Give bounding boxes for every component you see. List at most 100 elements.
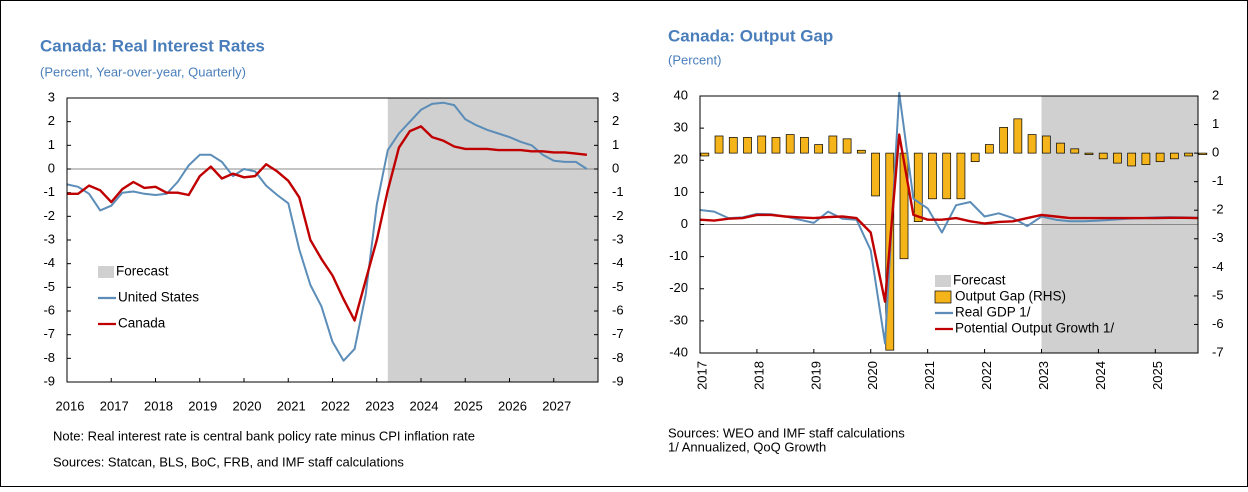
plot-frame xyxy=(66,97,599,383)
bar xyxy=(1184,152,1193,157)
bar xyxy=(757,135,767,154)
y2-tick-label: 3 xyxy=(612,89,619,104)
y2-tick-label: -7 xyxy=(1212,344,1224,359)
x-tick-label: 2023 xyxy=(365,398,394,413)
y2-tick-label: 2 xyxy=(612,113,619,128)
y-tick-label: -3 xyxy=(43,231,55,246)
y-tick-label: -7 xyxy=(43,326,55,341)
x-tick-label: 2025 xyxy=(454,398,483,413)
x-tick-label: 2020 xyxy=(865,361,880,390)
x-tick-label: 2018 xyxy=(144,398,173,413)
legend-label: Forecast xyxy=(953,273,1006,288)
y2-tick-label: -1 xyxy=(1212,173,1224,188)
bar xyxy=(728,137,738,154)
y-tick-label: 2 xyxy=(48,113,55,128)
chart-title: Canada: Real Interest Rates xyxy=(40,36,265,55)
chart-title: Canada: Output Gap xyxy=(668,26,833,45)
y2-tick-label: -7 xyxy=(612,326,624,341)
y-tick-label: -30 xyxy=(669,312,688,327)
y2-tick-label: -4 xyxy=(1212,259,1224,274)
legend-swatch xyxy=(935,275,951,287)
bar xyxy=(700,152,710,157)
bar xyxy=(1098,152,1108,160)
bar xyxy=(743,137,752,154)
note: Sources: WEO and IMF staff calculations xyxy=(668,425,905,440)
note: Sources: Statcan, BLS, BoC, FRB, and IMF… xyxy=(53,454,404,469)
x-tick-label: 2026 xyxy=(498,398,527,413)
line-series xyxy=(699,133,1199,303)
y2-tick-label: -3 xyxy=(1212,230,1224,245)
y2-tick-label: -9 xyxy=(612,373,624,388)
y-tick-label: 1 xyxy=(48,137,55,152)
chart-subtitle: (Percent, Year-over-year, Quarterly) xyxy=(40,64,246,79)
note: Note: Real interest rate is central bank… xyxy=(53,428,475,443)
legend-label: Real GDP 1/ xyxy=(955,305,1031,320)
bar xyxy=(1041,135,1051,154)
bar xyxy=(1155,152,1165,163)
bar xyxy=(985,144,994,154)
y2-tick-label: 1 xyxy=(612,137,619,152)
bar xyxy=(800,137,809,154)
legend-swatch xyxy=(98,266,114,278)
legend-label: United States xyxy=(118,290,199,305)
y-tick-label: 10 xyxy=(674,184,688,199)
y-tick-label: -5 xyxy=(43,279,55,294)
legend-swatch xyxy=(934,290,952,304)
bar xyxy=(871,152,880,197)
bar xyxy=(1070,148,1080,154)
y2-tick-label: -6 xyxy=(612,302,624,317)
bar xyxy=(785,134,795,154)
y-tick-label: 30 xyxy=(674,120,688,135)
y2-tick-label: -5 xyxy=(1212,287,1224,302)
x-tick-label: 2021 xyxy=(277,398,306,413)
legend-label: Potential Output Growth 1/ xyxy=(955,321,1114,336)
y-tick-label: 3 xyxy=(48,89,55,104)
bar xyxy=(1056,142,1065,154)
bar xyxy=(928,152,937,200)
bar xyxy=(1013,118,1023,154)
x-tick-label: 2019 xyxy=(808,361,823,390)
bar xyxy=(1198,152,1208,155)
y-tick-label: -20 xyxy=(669,280,688,295)
bar xyxy=(814,144,824,154)
bar xyxy=(1169,152,1179,160)
x-tick-label: 2016 xyxy=(56,398,85,413)
x-tick-label: 2020 xyxy=(233,398,262,413)
bar xyxy=(999,127,1008,154)
y2-tick-label: -4 xyxy=(612,255,624,270)
bar xyxy=(956,152,966,200)
bar xyxy=(828,135,838,154)
y2-tick-label: 1 xyxy=(1212,116,1219,131)
y-tick-label: 0 xyxy=(48,160,55,175)
legend-label: Output Gap (RHS) xyxy=(955,289,1066,304)
bar xyxy=(714,135,724,154)
x-tick-label: 2024 xyxy=(1093,361,1108,390)
y-tick-label: -4 xyxy=(43,255,55,270)
legend-label: Canada xyxy=(118,316,166,331)
y2-tick-label: -2 xyxy=(612,208,624,223)
y2-tick-label: -2 xyxy=(1212,202,1224,217)
y2-tick-label: -8 xyxy=(612,350,624,365)
y2-tick-label: 2 xyxy=(1212,87,1219,102)
bar xyxy=(1027,134,1037,154)
y-tick-label: -6 xyxy=(43,302,55,317)
x-tick-label: 2019 xyxy=(188,398,217,413)
forecast-shade xyxy=(387,98,598,382)
x-tick-label: 2022 xyxy=(979,361,994,390)
bar xyxy=(913,152,923,222)
y-tick-label: -9 xyxy=(43,373,55,388)
y2-tick-label: -1 xyxy=(612,184,624,199)
bar xyxy=(842,138,852,154)
x-tick-label: 2023 xyxy=(1036,361,1051,390)
bar xyxy=(1141,152,1151,165)
bar xyxy=(1084,152,1094,155)
y2-tick-label: -5 xyxy=(612,279,624,294)
y-tick-label: 20 xyxy=(674,152,688,167)
y-tick-label: 0 xyxy=(681,216,688,231)
bar xyxy=(970,152,980,163)
y2-tick-label: -6 xyxy=(1212,316,1224,331)
bar xyxy=(899,152,909,260)
bar xyxy=(771,137,781,154)
